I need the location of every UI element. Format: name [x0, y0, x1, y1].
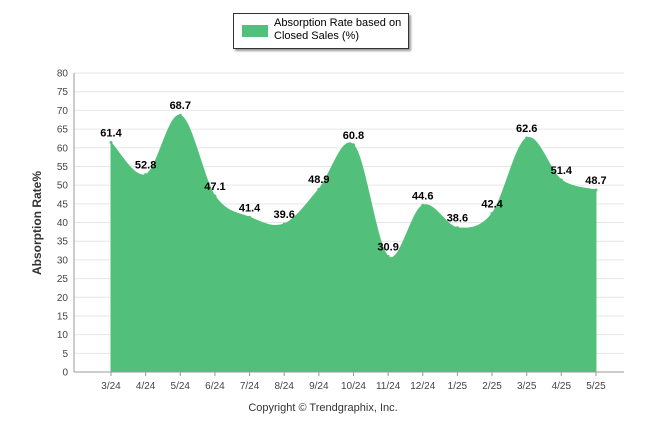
legend: Absorption Rate based on Closed Sales (%… [233, 13, 409, 49]
data-label: 62.6 [516, 123, 537, 135]
y-axis-label: Absorption Rate% [30, 171, 44, 275]
data-point [109, 141, 113, 145]
data-label: 38.6 [447, 213, 468, 225]
x-tick-label: 1/25 [448, 381, 468, 392]
data-label: 47.1 [204, 181, 225, 193]
area-fill [110, 114, 597, 373]
data-point [144, 173, 148, 177]
x-tick-label: 10/24 [341, 381, 366, 392]
y-tick-labels: 0 5 10 15 20 25 30 35 40 45 50 55 60 65 70 75 80 [57, 69, 69, 379]
x-tick-label: 7/24 [240, 381, 260, 392]
data-label: 61.4 [100, 128, 122, 140]
data-label: 44.6 [412, 190, 433, 202]
data-point [490, 212, 494, 216]
x-tick-label: 8/24 [274, 381, 294, 392]
y-tick-label: 5 [62, 349, 68, 360]
y-tick-label: 50 [57, 181, 69, 192]
x-tick-label: 2/25 [482, 381, 502, 392]
copyright-text: Copyright © Trendgraphix, Inc. [248, 402, 398, 414]
y-tick-label: 30 [57, 255, 69, 266]
data-point [178, 113, 182, 117]
data-point [421, 203, 425, 207]
legend-swatch [242, 25, 268, 37]
x-tick-label: 3/25 [517, 381, 537, 392]
x-tick-label: 3/24 [101, 381, 121, 392]
data-label: 48.9 [308, 174, 329, 186]
data-point [525, 136, 529, 140]
x-tick-label: 4/25 [552, 381, 572, 392]
data-label: 51.4 [551, 165, 573, 177]
data-label: 41.4 [239, 202, 261, 214]
data-label: 68.7 [170, 100, 191, 112]
area-series [109, 113, 598, 373]
data-point [351, 143, 355, 147]
data-label: 30.9 [377, 242, 398, 254]
data-label: 42.4 [481, 199, 503, 211]
data-label: 48.7 [585, 175, 606, 187]
y-tick-label: 35 [57, 237, 69, 248]
x-tick-label: 4/24 [136, 381, 156, 392]
data-point [559, 178, 563, 182]
y-tick-label: 0 [62, 368, 68, 379]
axes [73, 73, 624, 376]
y-tick-label: 20 [57, 293, 69, 304]
x-tick-labels: 3/24 4/24 5/24 6/24 7/24 8/24 9/24 10/24 11/24 12… [101, 381, 606, 392]
y-tick-label: 45 [57, 199, 69, 210]
data-label: 52.8 [135, 160, 156, 172]
x-tick-label: 5/24 [171, 381, 191, 392]
x-tick-label: 11/24 [376, 381, 401, 392]
data-point [317, 187, 321, 191]
data-point [594, 188, 598, 192]
y-tick-label: 10 [57, 330, 69, 341]
x-tick-label: 6/24 [205, 381, 225, 392]
data-point [213, 194, 217, 198]
y-tick-label: 55 [57, 162, 69, 173]
y-tick-label: 60 [57, 143, 69, 154]
y-tick-label: 75 [57, 87, 69, 98]
legend-label: Absorption Rate based on Closed Sales (%… [274, 17, 402, 42]
y-tick-label: 65 [57, 125, 69, 136]
x-tick-label: 5/25 [586, 381, 606, 392]
y-tick-label: 25 [57, 274, 69, 285]
data-point [455, 226, 459, 230]
y-tick-label: 70 [57, 106, 69, 117]
y-tick-label: 15 [57, 311, 69, 322]
y-tick-label: 80 [57, 69, 69, 80]
data-label: 39.6 [273, 209, 294, 221]
data-point [282, 222, 286, 226]
x-tick-label: 9/24 [309, 381, 329, 392]
data-label: 60.8 [343, 130, 364, 142]
y-tick-label: 40 [57, 218, 69, 229]
x-tick-label: 12/24 [410, 381, 435, 392]
data-point [386, 255, 390, 259]
data-labels: 61.4 52.8 68.7 47.1 41.4 39.6 48.9 60.8 30.9 44.6… [100, 100, 606, 253]
data-point [248, 215, 252, 219]
